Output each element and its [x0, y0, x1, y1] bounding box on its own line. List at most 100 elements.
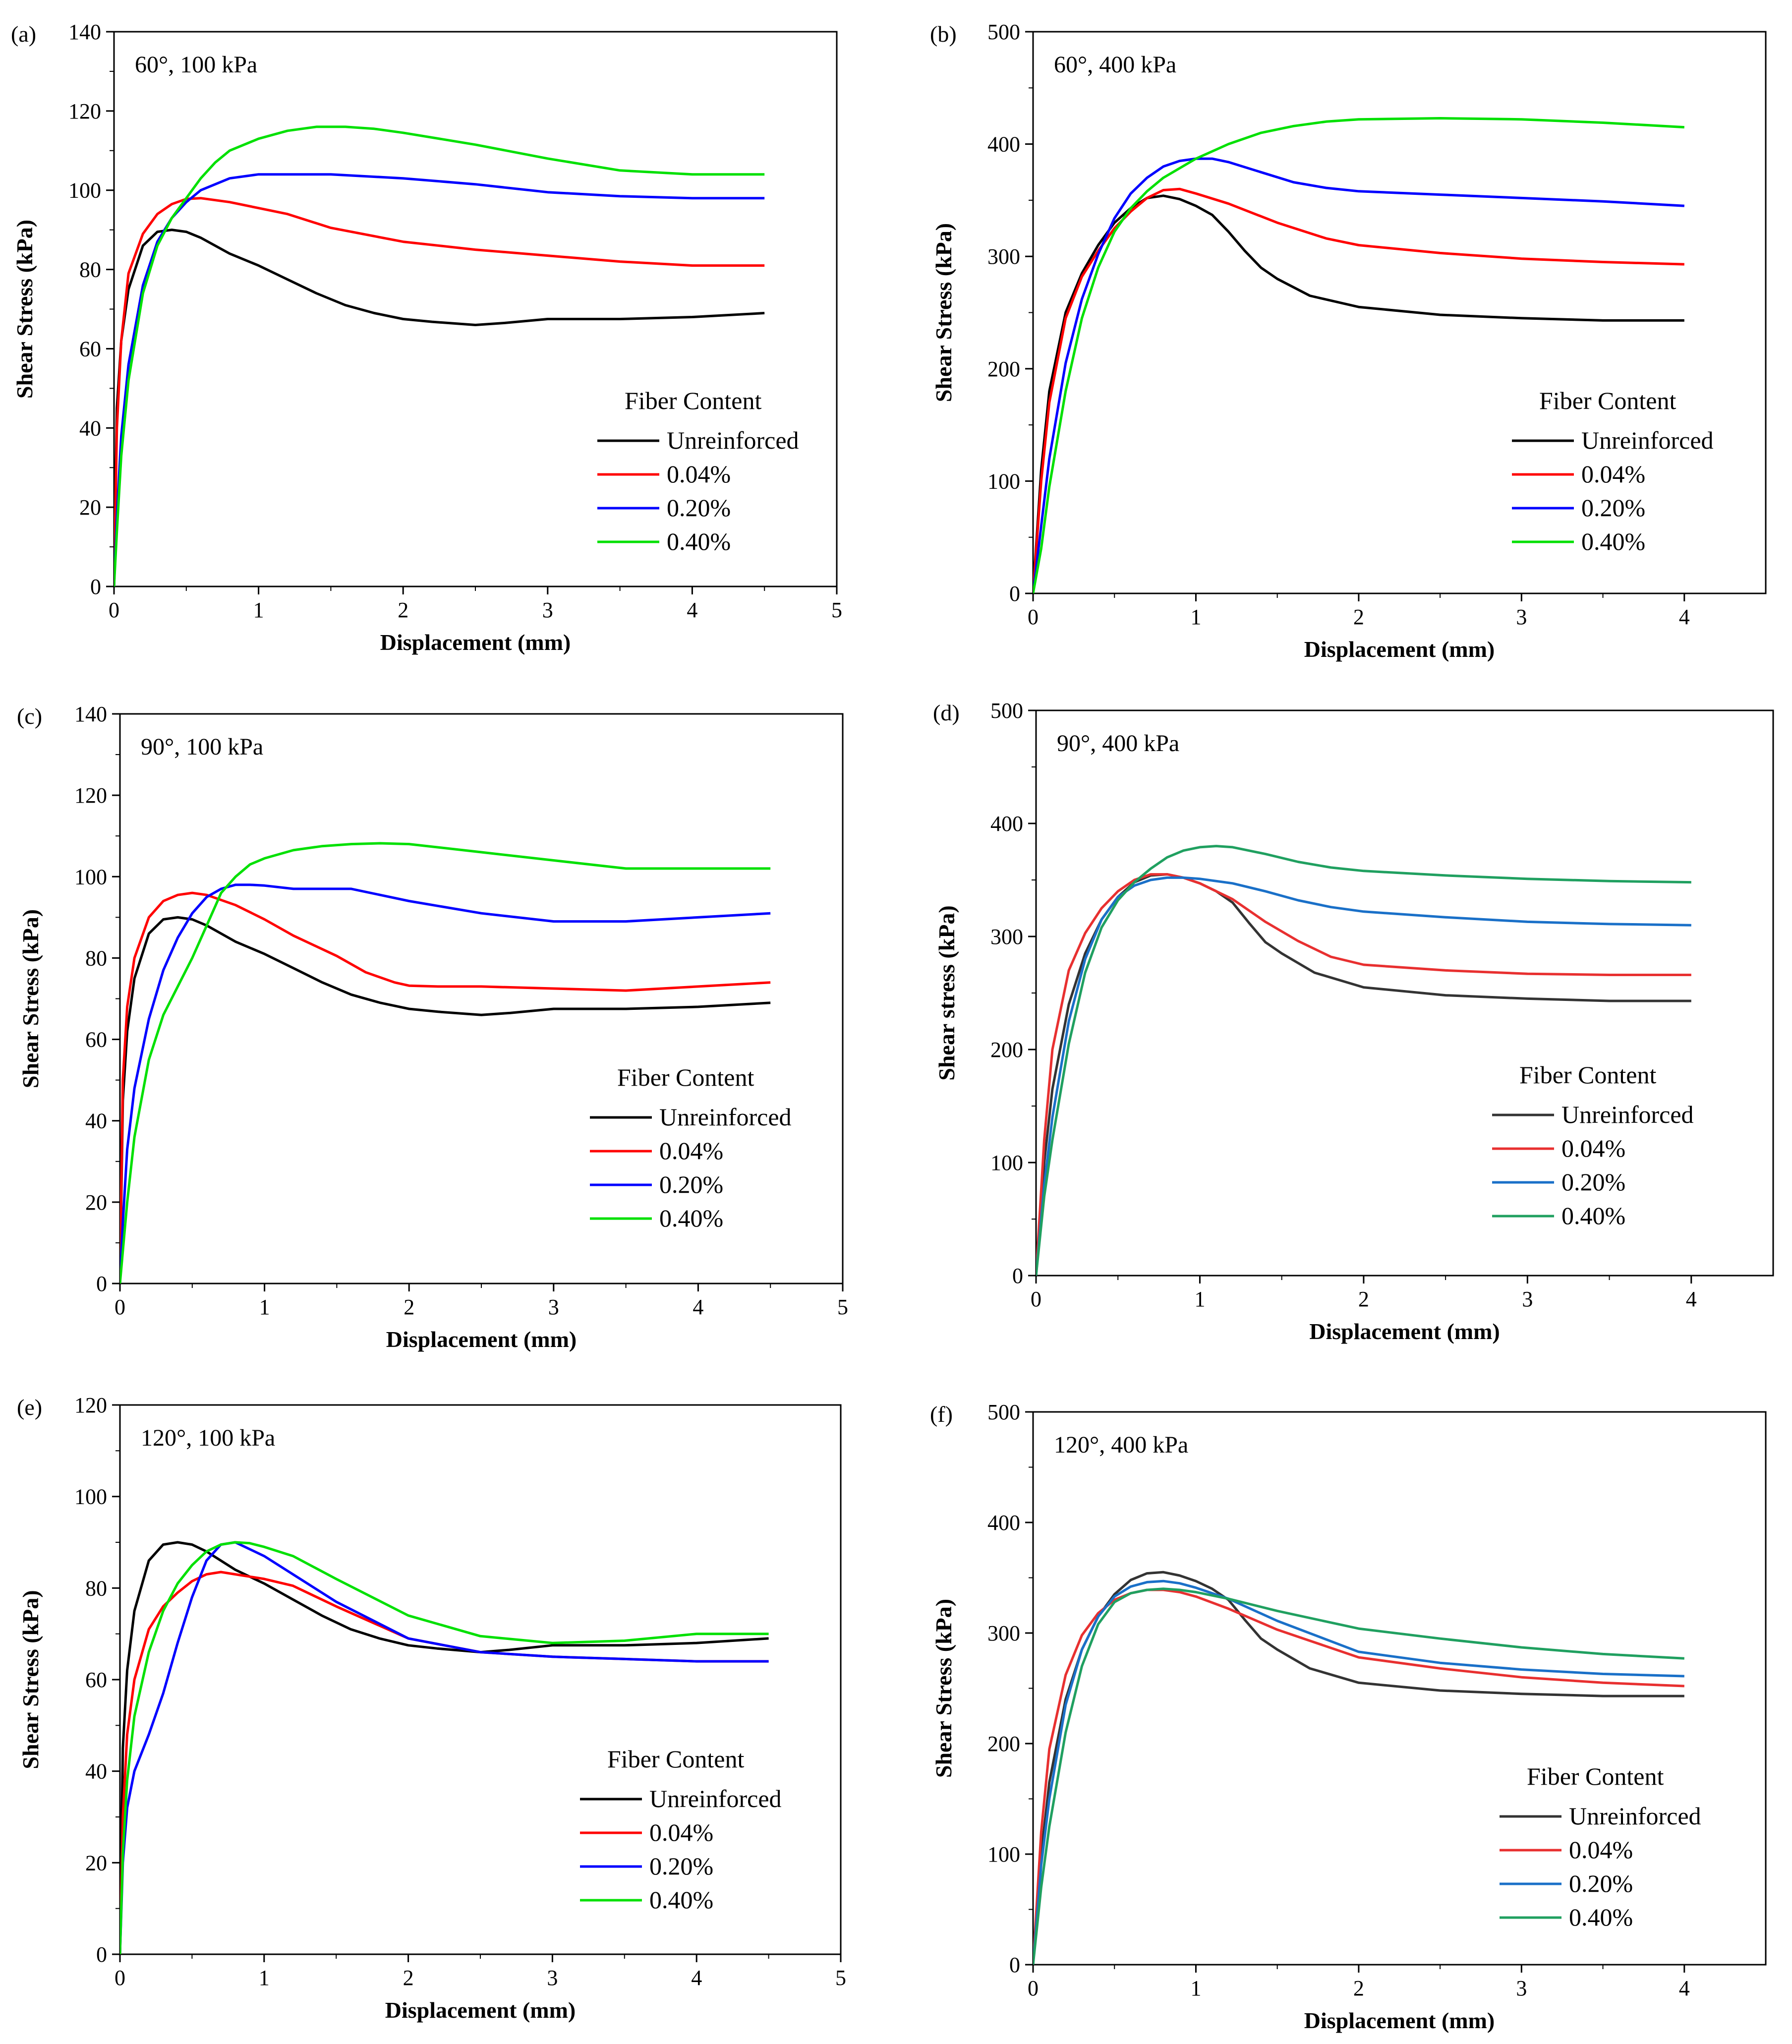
panel-letter: (b): [930, 21, 957, 47]
panel-letter: (e): [17, 1395, 42, 1420]
x-tick-label: 1: [1194, 1287, 1205, 1311]
y-tick-label: 500: [990, 699, 1023, 723]
y-tick-label: 20: [79, 495, 101, 520]
y-tick-label: 400: [987, 132, 1020, 157]
y-tick-label: 400: [990, 812, 1023, 836]
condition-annotation: 120°, 100 kPa: [141, 1425, 275, 1451]
legend-label: 0.04%: [659, 1137, 723, 1165]
y-tick-label: 200: [987, 1732, 1020, 1756]
legend-label: 0.40%: [1569, 1903, 1633, 1931]
x-tick-label: 4: [1679, 605, 1690, 629]
legend-title: Fiber Content: [625, 387, 761, 414]
series-line-0-20pct: [1033, 157, 1684, 593]
x-tick-label: 5: [831, 598, 842, 622]
legend-label: Unreinforced: [1561, 1101, 1694, 1128]
y-axis-title: Shear stress (kPa): [934, 905, 959, 1081]
y-tick-label: 40: [85, 1759, 107, 1784]
legend-label: 0.04%: [667, 460, 731, 488]
x-tick-label: 0: [115, 1295, 125, 1319]
legend-label: Unreinforced: [1581, 426, 1714, 454]
chart-panel-f: 0 1 2 3 4 0 100 200 300 400 500 Displacement (mm) Sh…: [930, 1400, 1767, 2033]
chart-panel-d: 0 1 2 3 4 0 100 200 300 400 500 Displacement (mm) Sh…: [933, 699, 1774, 1344]
y-tick-label: 60: [85, 1668, 107, 1692]
y-tick-label: 80: [79, 258, 101, 282]
y-tick-label: 40: [85, 1109, 107, 1133]
x-tick-label: 0: [1028, 605, 1039, 629]
y-tick-label: 0: [96, 1272, 107, 1296]
series-line-unreinforced: [1033, 194, 1684, 593]
legend-title: Fiber Content: [1539, 387, 1676, 414]
y-tick-label: 500: [987, 20, 1020, 44]
chart-panel-e: 0 1 2 3 4 5 0 20 40 60 80 100 120 Displacement (mm) Sh…: [17, 1393, 846, 2023]
y-tick-label: 100: [987, 469, 1020, 493]
series-line-0-04pct: [120, 891, 771, 1284]
y-tick-label: 120: [74, 783, 107, 808]
panel-letter: (d): [933, 700, 960, 725]
x-tick-label: 5: [835, 1966, 846, 1990]
y-tick-label: 20: [85, 1190, 107, 1215]
y-tick-label: 80: [85, 946, 107, 970]
x-tick-label: 4: [1679, 1976, 1690, 2000]
x-tick-label: 0: [109, 598, 119, 622]
x-tick-label: 3: [1516, 1976, 1527, 2000]
legend-label: 0.40%: [659, 1204, 723, 1232]
condition-annotation: 90°, 100 kPa: [141, 734, 263, 760]
x-tick-label: 3: [1516, 605, 1527, 629]
y-tick-label: 200: [987, 357, 1020, 381]
condition-annotation: 60°, 100 kPa: [135, 52, 257, 78]
x-axis-title: Displacement (mm): [380, 630, 571, 655]
legend-label: 0.20%: [1561, 1168, 1625, 1196]
y-tick-label: 300: [987, 244, 1020, 269]
legend-label: 0.20%: [1569, 1869, 1633, 1897]
x-tick-label: 2: [1353, 1976, 1364, 2000]
series-line-0-40pct: [114, 125, 765, 586]
y-tick-label: 0: [1012, 1264, 1023, 1288]
y-axis-title: Shear Stress (kPa): [18, 909, 43, 1088]
legend-title: Fiber Content: [1519, 1061, 1656, 1089]
legend-label: 0.20%: [659, 1170, 723, 1198]
y-tick-label: 0: [1009, 1953, 1020, 1977]
legend-label: 0.04%: [1561, 1134, 1625, 1162]
legend-label: 0.04%: [1581, 460, 1645, 488]
y-tick-label: 500: [987, 1400, 1020, 1424]
y-tick-label: 300: [990, 925, 1023, 949]
legend-label: 0.20%: [1581, 494, 1645, 522]
x-axis-title: Displacement (mm): [386, 1327, 577, 1352]
series-line-0-20pct: [114, 173, 765, 586]
x-tick-label: 1: [1190, 1976, 1201, 2000]
y-tick-label: 100: [74, 865, 107, 889]
x-tick-label: 0: [1031, 1287, 1041, 1311]
x-tick-label: 3: [547, 1966, 558, 1990]
x-tick-label: 3: [548, 1295, 559, 1319]
y-tick-label: 60: [79, 337, 101, 361]
condition-annotation: 60°, 400 kPa: [1054, 52, 1176, 78]
series-line-unreinforced: [114, 229, 765, 586]
x-axis-title: Displacement (mm): [1304, 2008, 1495, 2033]
series-line-unreinforced: [120, 916, 771, 1284]
legend-label: 0.04%: [1569, 1836, 1633, 1864]
y-tick-label: 40: [79, 416, 101, 440]
y-tick-label: 400: [987, 1511, 1020, 1535]
series-line-0-40pct: [1036, 845, 1691, 1276]
legend-label: 0.40%: [1581, 527, 1645, 555]
x-tick-label: 2: [404, 1295, 414, 1319]
x-axis-title: Displacement (mm): [385, 1997, 576, 2023]
legend-label: 0.20%: [667, 494, 731, 522]
legend-title: Fiber Content: [607, 1745, 744, 1773]
y-tick-label: 300: [987, 1621, 1020, 1645]
panel-letter: (c): [17, 703, 42, 729]
legend-label: 0.40%: [649, 1886, 713, 1914]
chart-panel-a: 0 1 2 3 4 5 0 20 40 60 80 100 120 140 Displacement (mm…: [11, 20, 842, 655]
x-tick-label: 4: [1686, 1287, 1697, 1311]
y-tick-label: 0: [96, 1942, 107, 1967]
legend-label: 0.04%: [649, 1818, 713, 1846]
series-line-0-04pct: [1033, 187, 1684, 593]
y-tick-label: 60: [85, 1028, 107, 1052]
legend-label: 0.40%: [1561, 1202, 1625, 1229]
legend-label: 0.40%: [667, 527, 731, 555]
y-tick-label: 20: [85, 1851, 107, 1875]
series-line-0-04pct: [114, 197, 765, 586]
x-tick-label: 2: [1358, 1287, 1369, 1311]
y-tick-label: 200: [990, 1038, 1023, 1062]
